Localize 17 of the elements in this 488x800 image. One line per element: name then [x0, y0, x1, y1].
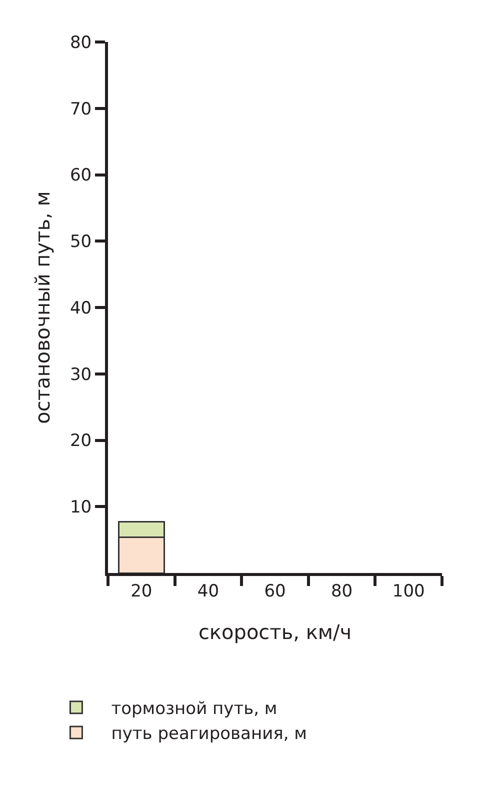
legend-label: тормозной путь, м: [111, 699, 278, 719]
x-tick-label: 40: [197, 581, 220, 602]
y-tick-label: 10: [70, 498, 92, 518]
x-tick-label: 20: [130, 581, 152, 602]
y-tick-label: 50: [70, 232, 92, 252]
legend-label: путь реагирования, м: [111, 724, 308, 744]
y-tick-label: 80: [70, 32, 92, 53]
y-axis-title: остановочный путь, м: [30, 191, 54, 424]
x-axis-title: скорость, км/ч: [198, 620, 352, 644]
y-tick-label: 60: [70, 166, 92, 186]
y-tick-label: 20: [70, 431, 92, 452]
y-tick-label: 40: [70, 298, 92, 318]
y-tick-label: 70: [70, 99, 92, 120]
x-tick-label: 80: [330, 581, 353, 602]
x-tick-label: 60: [264, 581, 286, 602]
y-tick-label: 30: [70, 364, 92, 385]
x-tick-label: 100: [392, 581, 425, 602]
